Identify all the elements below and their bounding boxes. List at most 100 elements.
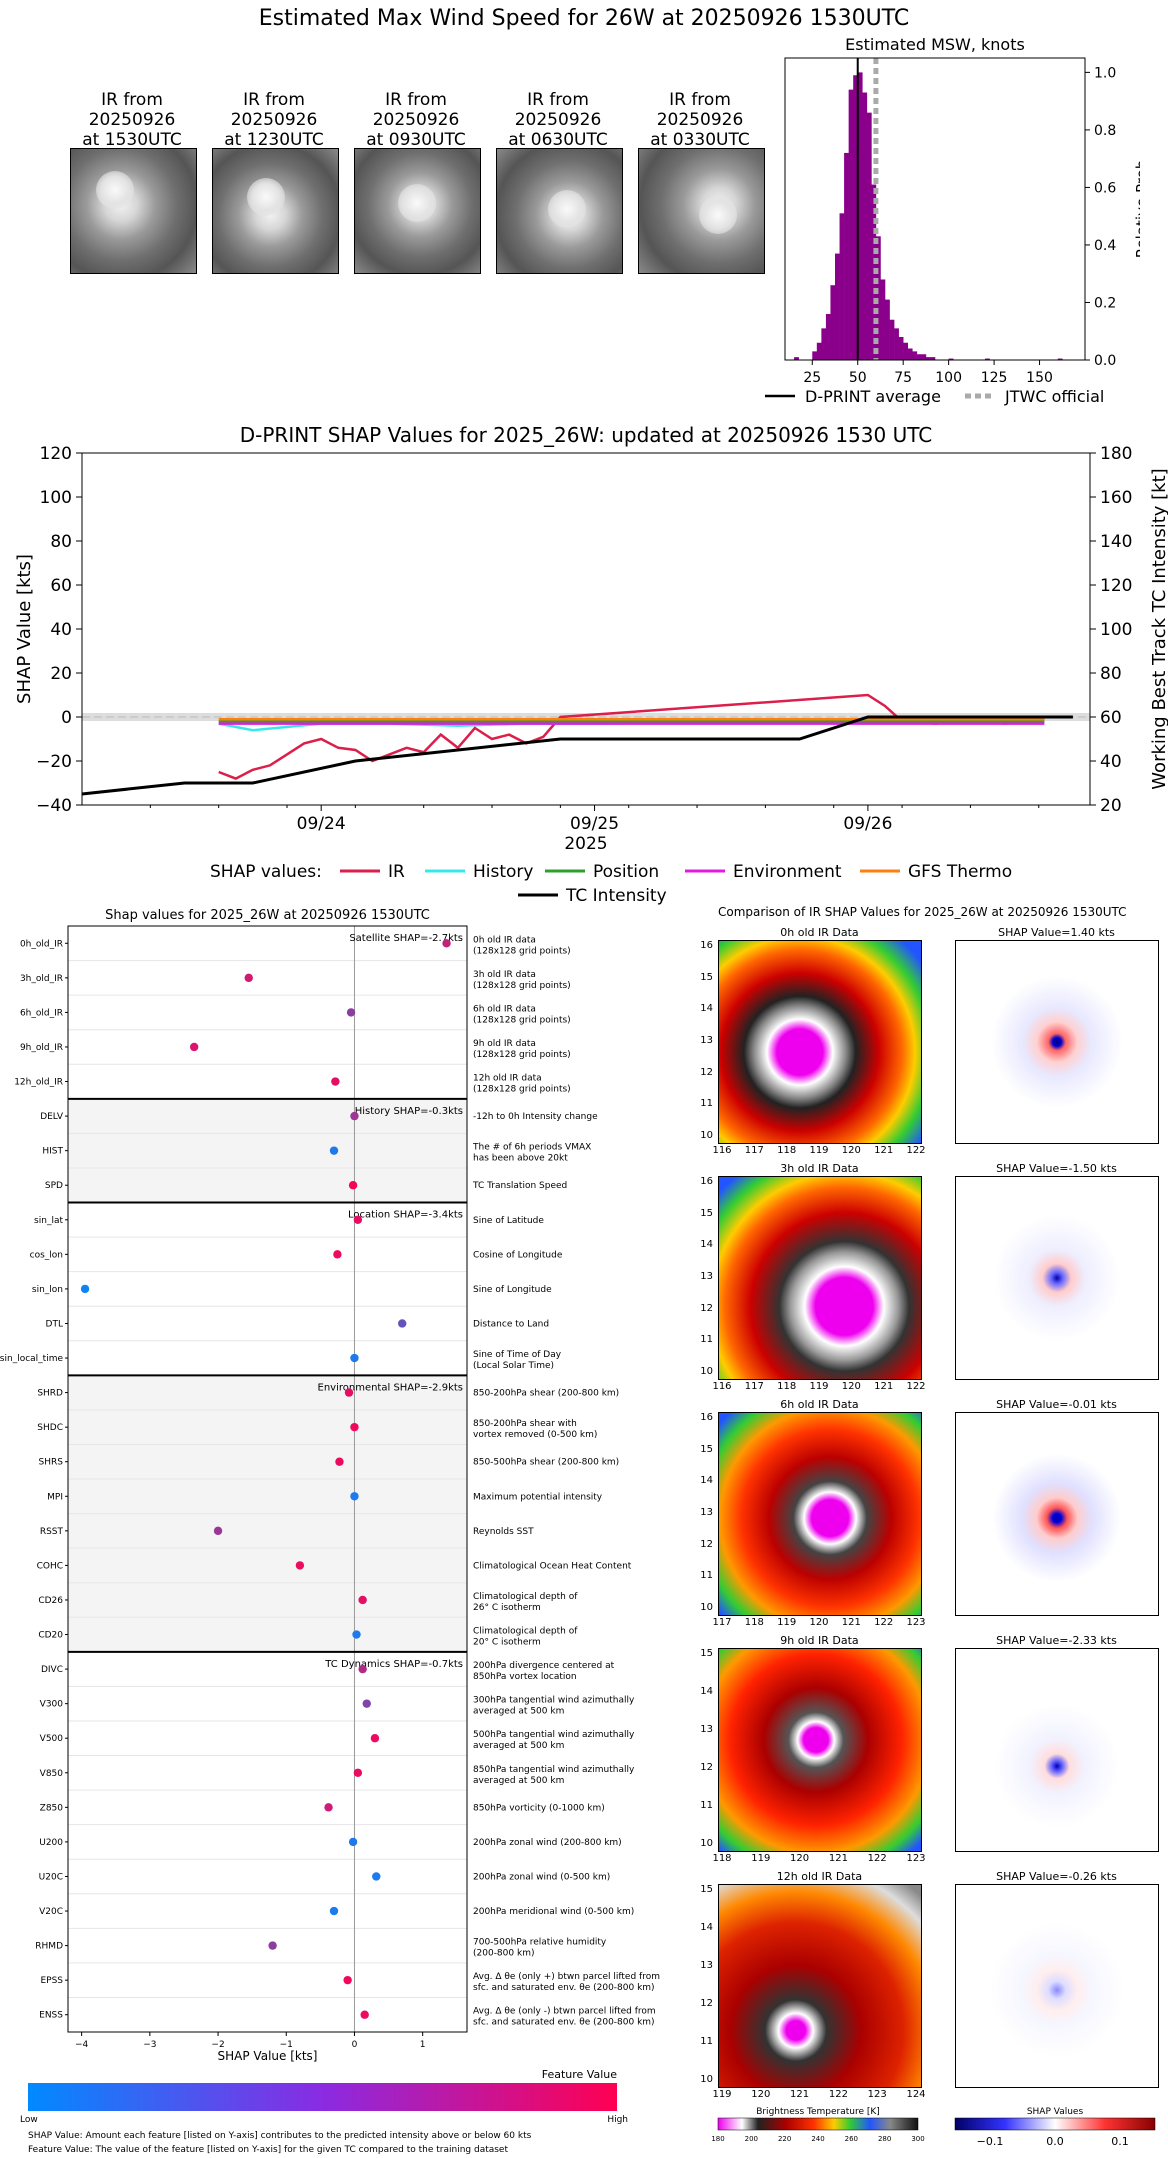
ir-x-tick-label: 117 bbox=[744, 1381, 764, 1392]
histogram-bar bbox=[812, 351, 818, 360]
feature-description: 12h old IR data bbox=[473, 1074, 542, 1084]
feature-name-label: sin_local_time bbox=[0, 1354, 63, 1364]
histogram-bar bbox=[862, 92, 868, 360]
feature-description: 26° C isotherm bbox=[473, 1603, 541, 1613]
histogram-bar bbox=[844, 152, 849, 360]
feature-description: 850hPa vortex location bbox=[473, 1672, 577, 1682]
feature-name-label: ENSS bbox=[39, 2011, 63, 2021]
feature-name-label: 12h_old_IR bbox=[14, 1078, 63, 1088]
ir-y-tick-label: 13 bbox=[700, 1507, 713, 1518]
shap-map-title: SHAP Value=-0.01 kts bbox=[996, 1398, 1117, 1411]
legend-jtwc-label: JTWC official bbox=[1004, 387, 1104, 406]
ir-y-tick-label: 14 bbox=[700, 1003, 713, 1015]
group-shading bbox=[68, 1098, 467, 1203]
feature-shap-point bbox=[350, 1111, 359, 1121]
bt-colorbar-tick: 180 bbox=[711, 2135, 724, 2143]
ir-x-tick-label: 122 bbox=[906, 1381, 926, 1392]
feature-name-label: EPSS bbox=[40, 1976, 63, 1986]
ir-panel-label-line: IR from bbox=[385, 90, 447, 110]
left-y-axis-label: SHAP Value [kts] bbox=[14, 554, 35, 704]
histogram-x-tick-label: 25 bbox=[803, 370, 821, 386]
ir-panel-label-line: at 0930UTC bbox=[366, 130, 466, 150]
left-y-tick-label: 20 bbox=[50, 664, 72, 684]
ir-panel-label-line: at 0630UTC bbox=[508, 130, 608, 150]
feature-shap-point bbox=[213, 1526, 223, 1536]
feature-description: Sine of Time of Day bbox=[473, 1350, 562, 1360]
feature-shap-point bbox=[350, 1422, 359, 1432]
histogram-bar bbox=[903, 342, 909, 360]
histogram-bar bbox=[948, 358, 954, 360]
histogram-title: Estimated MSW, knots bbox=[845, 35, 1025, 54]
feature-description: Cosine of Longitude bbox=[473, 1250, 563, 1260]
bt-colorbar bbox=[717, 2117, 919, 2131]
ir-y-tick-label: 10 bbox=[700, 1838, 713, 1849]
main-title: Estimated Max Wind Speed for 26W at 2025… bbox=[258, 6, 910, 31]
shap-map-image bbox=[955, 1412, 1159, 1616]
ir-x-tick-label: 118 bbox=[777, 1381, 797, 1392]
ir-panel-label-line: 20250926 bbox=[88, 110, 176, 130]
ir-panel-label-line: 20250926 bbox=[656, 110, 744, 130]
histogram-x-tick-label: 150 bbox=[1026, 370, 1053, 386]
feature-chart-frame bbox=[67, 925, 468, 2033]
feature-shap-point bbox=[344, 1388, 354, 1397]
histogram-bar bbox=[866, 112, 872, 361]
series-line-tc-intensity bbox=[81, 715, 1073, 796]
legend-prefix: SHAP values: bbox=[210, 862, 322, 882]
feature-description: 20° C isotherm bbox=[473, 1638, 541, 1648]
ir-x-tick-label: 116 bbox=[712, 1381, 732, 1392]
right-y-tick-label: 20 bbox=[1100, 796, 1122, 816]
feature-shap-point bbox=[360, 2010, 369, 2019]
ir-y-tick-label: 11 bbox=[700, 1334, 713, 1346]
group-shap-label: Satellite SHAP=-2.7kts bbox=[349, 933, 463, 944]
ir-x-tick-label: 118 bbox=[777, 1145, 797, 1156]
histogram-y-tick-label: 0.6 bbox=[1094, 180, 1116, 196]
feature-description: 200hPa divergence centered at bbox=[473, 1661, 615, 1671]
shap-map-image bbox=[955, 1884, 1159, 2088]
group-shap-label: History SHAP=-0.3kts bbox=[355, 1106, 463, 1117]
feature-description: 6h old IR data bbox=[473, 1004, 536, 1014]
ir-y-tick-label: 14 bbox=[700, 1475, 713, 1487]
feature-shap-point bbox=[370, 1734, 380, 1743]
feature-name-label: sin_lat bbox=[34, 1216, 63, 1226]
feature-value-colorbar bbox=[28, 2083, 617, 2111]
feature-description: Climatological depth of bbox=[473, 1592, 578, 1602]
histogram-bar bbox=[889, 319, 895, 360]
feature-description: (Local Solar Time) bbox=[473, 1361, 554, 1371]
ir-cloud-core bbox=[699, 196, 737, 235]
right-y-tick-label: 180 bbox=[1100, 444, 1132, 464]
feature-description: 500hPa tangential wind azimuthally bbox=[473, 1730, 635, 1740]
left-y-tick-label: 0 bbox=[61, 708, 72, 728]
feature-shap-point bbox=[268, 1941, 277, 1950]
group-shap-label: Environmental SHAP=-2.9kts bbox=[318, 1382, 464, 1393]
ir-x-tick-label: 124 bbox=[906, 2089, 926, 2100]
ir-y-tick-label: 15 bbox=[700, 1648, 713, 1659]
feature-name-label: 3h_old_IR bbox=[20, 974, 63, 984]
feature-description: vortex removed (0-500 km) bbox=[473, 1430, 597, 1440]
feature-description: 3h old IR data bbox=[473, 970, 536, 980]
msw-histogram: Estimated MSW, knots 25 50 75 100 125 150 0.0 0.… bbox=[765, 35, 1140, 406]
feature-name-label: Z850 bbox=[40, 1803, 64, 1813]
feature-name-label: HIST bbox=[42, 1147, 63, 1157]
ir-panel-label-line: at 1230UTC bbox=[224, 130, 324, 150]
ir-y-tick-label: 13 bbox=[700, 1960, 713, 1971]
ir-panel-label: IR from 20250926 at 1230UTC bbox=[204, 90, 344, 150]
feature-shap-point bbox=[343, 1975, 352, 1985]
histogram-bar bbox=[853, 75, 859, 360]
shap-colorbar-title: SHAP Values bbox=[1027, 2107, 1084, 2117]
ir-panel-label-line: at 0330UTC bbox=[650, 130, 750, 150]
ir-data-title: 6h old IR Data bbox=[780, 1398, 859, 1411]
timeseries-frame bbox=[81, 452, 1091, 806]
histogram-y-tick-label: 0.4 bbox=[1094, 238, 1116, 254]
histogram-y-tick-label: 0.2 bbox=[1094, 295, 1116, 311]
feature-name-label: 0h_old_IR bbox=[20, 939, 63, 949]
feature-shap-point bbox=[350, 1353, 359, 1363]
ir-thumbnail-image bbox=[70, 148, 197, 274]
feature-description: Sine of Latitude bbox=[473, 1216, 544, 1226]
shap-map-image bbox=[955, 1648, 1159, 1852]
ir-x-tick-label: 117 bbox=[744, 1145, 764, 1156]
left-y-tick-label: −40 bbox=[36, 796, 72, 816]
ir-cloud-core bbox=[96, 171, 134, 210]
ir-x-tick-label: 122 bbox=[828, 2089, 848, 2100]
ir-thumbnail-image bbox=[212, 148, 339, 274]
feature-description: -12h to 0h Intensity change bbox=[473, 1112, 598, 1122]
